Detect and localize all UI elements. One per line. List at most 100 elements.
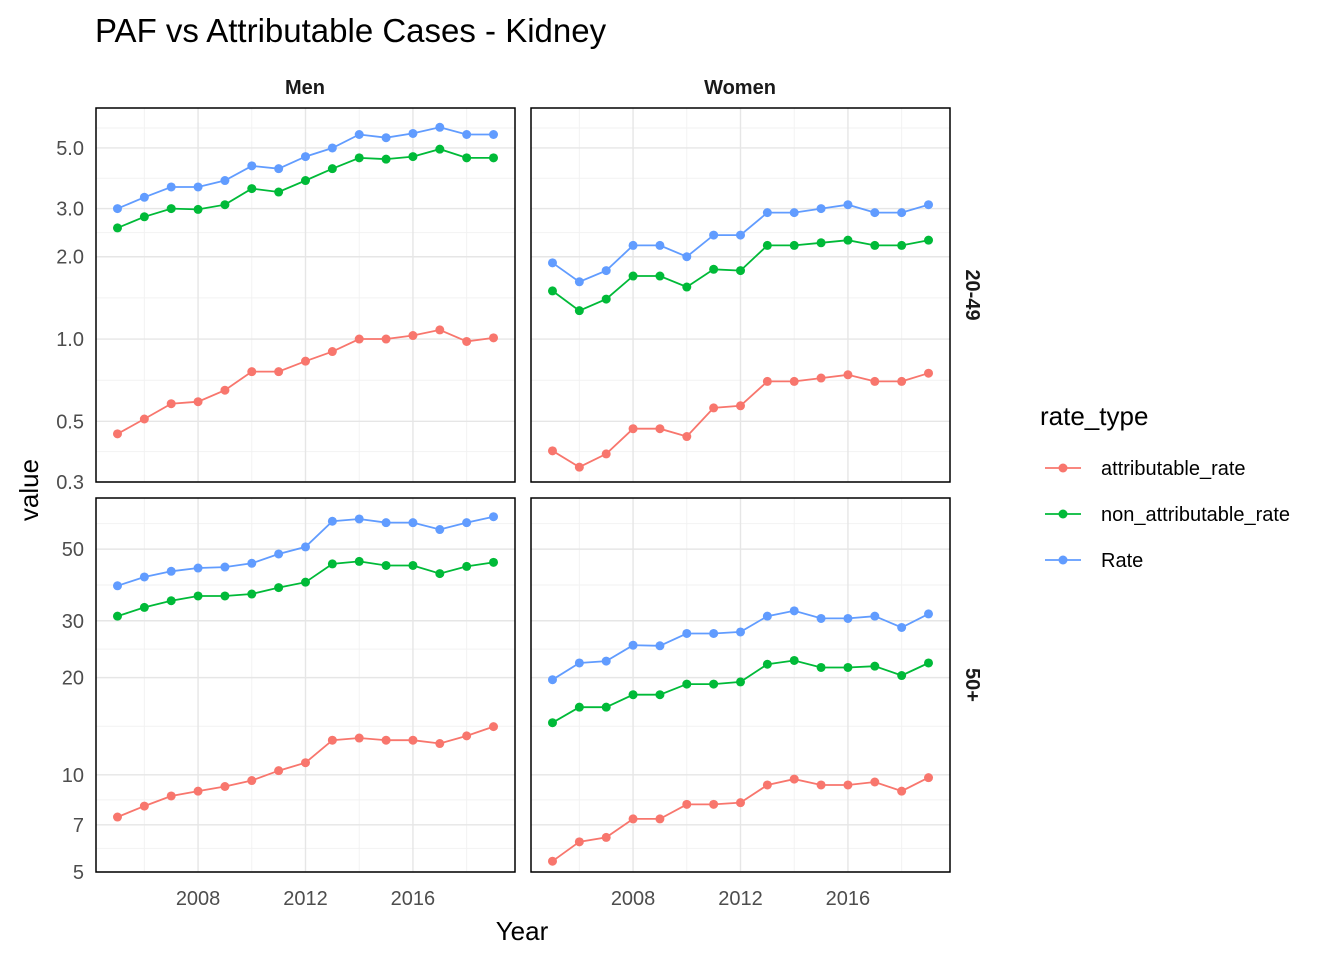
data-point-Rate [220, 176, 230, 186]
data-point-Rate [628, 640, 638, 650]
data-point-Rate [193, 563, 203, 573]
x-tick-label: 2012 [718, 888, 763, 910]
data-point-attributable_rate [327, 347, 337, 357]
data-point-Rate [709, 628, 719, 638]
data-point-Rate [112, 581, 122, 591]
data-point-Rate [489, 129, 499, 139]
panel-border [95, 107, 516, 483]
legend-keys: attributable_rate non_attributable_rate Ra… [1045, 458, 1290, 572]
data-point-non_attributable_rate [897, 240, 907, 250]
data-point-attributable_rate [301, 356, 310, 366]
data-point-attributable_rate [139, 414, 149, 424]
data-point-attributable_rate [408, 735, 418, 745]
data-point-non_attributable_rate [354, 153, 364, 163]
data-point-Rate [274, 164, 284, 174]
data-point-non_attributable_rate [408, 152, 418, 162]
data-point-non_attributable_rate [166, 204, 176, 214]
y-axis-title: value [14, 459, 44, 521]
data-point-non_attributable_rate [112, 223, 122, 233]
data-point-non_attributable_rate [408, 560, 418, 570]
legend-label: attributable_rate [1101, 458, 1246, 480]
data-point-non_attributable_rate [301, 176, 310, 186]
legend-title: rate_type [1040, 401, 1148, 431]
data-point-non_attributable_rate [574, 306, 584, 316]
data-point-Rate [843, 613, 853, 623]
data-point-Rate [139, 572, 149, 582]
data-point-Rate [762, 611, 772, 621]
data-point-Rate [435, 122, 445, 132]
data-point-non_attributable_rate [139, 212, 149, 222]
data-point-non_attributable_rate [655, 690, 665, 700]
data-point-attributable_rate [112, 812, 122, 822]
data-point-attributable_rate [789, 376, 799, 386]
panel-women-50plus: 2008 2012 2016 [530, 497, 951, 910]
data-point-attributable_rate [112, 429, 122, 439]
data-point-attributable_rate [220, 781, 230, 791]
data-point-non_attributable_rate [247, 184, 257, 194]
data-point-attributable_rate [381, 334, 391, 344]
y-tick-label: 20 [62, 668, 84, 690]
data-point-non_attributable_rate [166, 596, 176, 606]
data-point-non_attributable_rate [193, 591, 203, 601]
data-point-attributable_rate [870, 777, 880, 787]
data-point-attributable_rate [301, 758, 310, 768]
data-point-Rate [354, 514, 364, 524]
data-point-attributable_rate [655, 814, 665, 824]
y-tick-label: 30 [62, 611, 84, 633]
data-point-attributable_rate [547, 446, 557, 456]
data-point-Rate [301, 542, 310, 552]
y-tick-label: 7 [73, 815, 84, 837]
data-point-Rate [435, 525, 445, 535]
y-tick-label: 10 [62, 765, 84, 787]
x-tick-label: 2008 [176, 888, 221, 910]
data-point-non_attributable_rate [139, 602, 149, 612]
data-point-attributable_rate [682, 799, 692, 809]
data-point-Rate [274, 549, 284, 559]
data-point-attributable_rate [327, 735, 337, 745]
data-point-Rate [301, 152, 310, 162]
data-point-non_attributable_rate [897, 671, 907, 681]
facet-strip-20-49: 20-49 [961, 269, 983, 320]
data-point-non_attributable_rate [462, 561, 472, 571]
data-point-non_attributable_rate [274, 583, 284, 593]
data-point-Rate [574, 277, 584, 287]
data-point-non_attributable_rate [655, 271, 665, 281]
data-point-non_attributable_rate [762, 240, 772, 250]
data-point-Rate [112, 204, 122, 214]
data-point-non_attributable_rate [816, 662, 826, 672]
y-tick-label: 5 [73, 862, 84, 884]
data-point-attributable_rate [843, 370, 853, 380]
data-point-attributable_rate [408, 331, 418, 341]
data-point-attributable_rate [166, 791, 176, 801]
data-point-attributable_rate [682, 432, 692, 442]
data-point-attributable_rate [381, 735, 391, 745]
data-point-Rate [897, 208, 907, 218]
data-point-attributable_rate [489, 333, 499, 343]
data-point-Rate [327, 143, 337, 153]
data-point-non_attributable_rate [489, 557, 499, 567]
y-tick-label: 0.5 [56, 411, 84, 433]
data-point-Rate [789, 208, 799, 218]
panel-men-50plus: 5 7 10 20 30 50 2008 2012 2016 [62, 497, 516, 910]
data-point-Rate [547, 258, 557, 268]
legend: rate_type attributable_rate non_attributa… [1040, 401, 1290, 572]
data-point-attributable_rate [435, 325, 445, 335]
legend-point [1058, 463, 1068, 473]
data-point-attributable_rate [655, 424, 665, 434]
data-point-Rate [736, 230, 745, 240]
data-point-attributable_rate [762, 376, 772, 386]
data-point-Rate [489, 512, 499, 522]
legend-label: Rate [1101, 550, 1143, 572]
data-point-Rate [193, 182, 203, 192]
data-point-non_attributable_rate [709, 264, 719, 274]
data-point-attributable_rate [574, 462, 584, 472]
data-point-attributable_rate [628, 814, 638, 824]
y-tick-label: 2.0 [56, 247, 84, 269]
legend-point [1058, 509, 1068, 519]
data-point-non_attributable_rate [574, 702, 584, 712]
data-point-attributable_rate [897, 786, 907, 796]
data-point-non_attributable_rate [274, 187, 284, 197]
data-point-Rate [682, 628, 692, 638]
data-point-Rate [220, 562, 230, 572]
data-point-non_attributable_rate [843, 235, 853, 245]
